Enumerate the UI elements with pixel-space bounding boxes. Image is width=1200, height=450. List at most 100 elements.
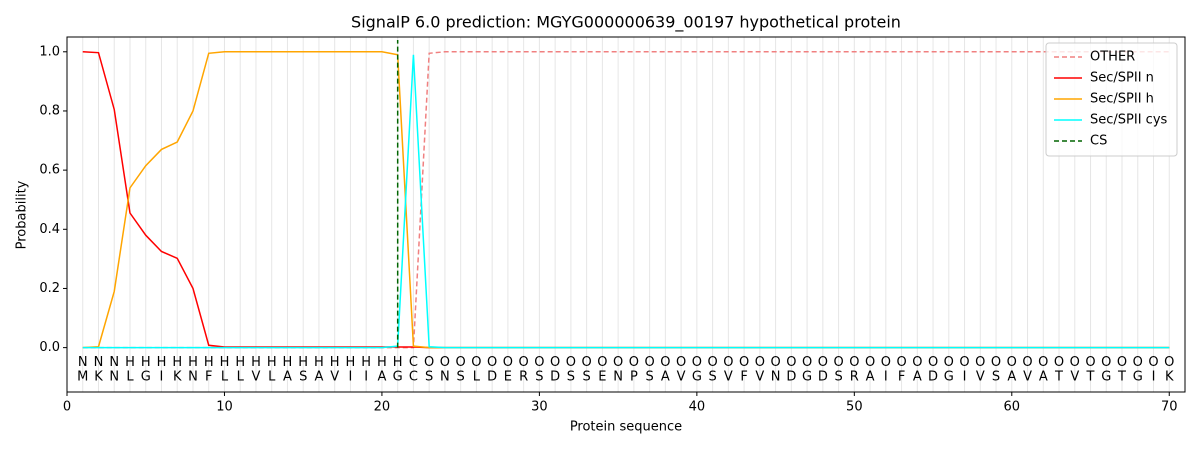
legend-label: OTHER	[1090, 50, 1135, 65]
residue-label: O	[487, 355, 497, 370]
residue-letter: A	[1007, 370, 1016, 385]
residue-label: H	[157, 355, 167, 370]
residue-letter: I	[364, 370, 368, 385]
residue-letter: A	[314, 370, 323, 385]
residue-letter: A	[661, 370, 670, 385]
residue-letter: G	[944, 370, 954, 385]
residue-letter: F	[205, 370, 212, 385]
residue-letter: S	[645, 370, 653, 385]
residue-letter: T	[1054, 370, 1063, 385]
residue-label: O	[944, 355, 954, 370]
residue-label: O	[582, 355, 592, 370]
series-line	[82, 54, 1170, 349]
x-axis-label: Protein sequence	[570, 420, 682, 435]
residue-letter: L	[237, 370, 245, 385]
residue-letter: V	[724, 370, 733, 385]
residue-label: O	[534, 355, 544, 370]
residue-letter: G	[1133, 370, 1143, 385]
residue-letter: K	[173, 370, 182, 385]
residue-label: O	[471, 355, 481, 370]
residue-label: O	[707, 355, 717, 370]
residue-letter: K	[94, 370, 103, 385]
residue-label: O	[1007, 355, 1017, 370]
residue-letter: K	[1165, 370, 1174, 385]
x-tick-label: 70	[1161, 400, 1178, 415]
residue-label: O	[519, 355, 529, 370]
y-tick-label: 0.2	[39, 281, 60, 296]
residue-letter: S	[299, 370, 307, 385]
residue-label: O	[566, 355, 576, 370]
residue-label: O	[881, 355, 891, 370]
residue-letter: A	[377, 370, 386, 385]
residue-letter: D	[818, 370, 828, 385]
residue-label: H	[283, 355, 293, 370]
residue-label: N	[94, 355, 104, 370]
residue-letter: L	[473, 370, 481, 385]
residue-letter: N	[613, 370, 623, 385]
residue-letter: D	[550, 370, 560, 385]
residue-label: O	[1133, 355, 1143, 370]
residue-label: O	[692, 355, 702, 370]
residue-label: H	[314, 355, 324, 370]
residue-letter: V	[677, 370, 686, 385]
residue-label: O	[629, 355, 639, 370]
residue-letter: G	[1101, 370, 1111, 385]
residue-label: O	[786, 355, 796, 370]
residue-letter: A	[913, 370, 922, 385]
residue-letter: N	[188, 370, 198, 385]
residue-label: O	[1148, 355, 1158, 370]
residue-letter: V	[755, 370, 764, 385]
y-tick-label: 0.8	[39, 103, 60, 118]
residue-label: O	[1022, 355, 1032, 370]
x-tick-label: 50	[846, 400, 863, 415]
residue-letter: D	[786, 370, 796, 385]
residue-label: N	[78, 355, 88, 370]
residue-letter: D	[928, 370, 938, 385]
residue-letter: P	[630, 370, 638, 385]
residue-label: O	[723, 355, 733, 370]
y-axis-label: Probability	[15, 180, 30, 249]
residue-letter: E	[504, 370, 512, 385]
residue-letter: S	[708, 370, 716, 385]
residue-letter: G	[141, 370, 151, 385]
residue-letter: M	[77, 370, 88, 385]
residue-letter: L	[126, 370, 134, 385]
residue-letter: G	[802, 370, 812, 385]
residue-label: O	[755, 355, 765, 370]
residue-label: O	[959, 355, 969, 370]
residue-letter: S	[992, 370, 1000, 385]
residue-label: H	[235, 355, 245, 370]
residue-label: O	[1038, 355, 1048, 370]
residue-letter: N	[771, 370, 781, 385]
residue-label: H	[361, 355, 371, 370]
residue-letter: F	[898, 370, 905, 385]
plot-frame	[66, 36, 1186, 393]
legend-label: Sec/SPII n	[1090, 71, 1154, 86]
residue-label: H	[125, 355, 135, 370]
residue-label: O	[849, 355, 859, 370]
residue-label: O	[1054, 355, 1064, 370]
residue-label: O	[424, 355, 434, 370]
residue-letter: T	[1117, 370, 1126, 385]
residue-letter: I	[963, 370, 967, 385]
residue-letter: V	[1023, 370, 1032, 385]
residue-letter: A	[866, 370, 875, 385]
residue-label: N	[109, 355, 119, 370]
series-line	[82, 51, 1170, 349]
residue-label: H	[172, 355, 182, 370]
residue-label: O	[660, 355, 670, 370]
residue-label: O	[597, 355, 607, 370]
residue-label: O	[991, 355, 1001, 370]
residue-label: H	[298, 355, 308, 370]
chart-title: SignalP 6.0 prediction: MGYG000000639_00…	[351, 13, 901, 33]
residue-label: O	[1101, 355, 1111, 370]
residue-letter: V	[976, 370, 985, 385]
residue-letter: L	[268, 370, 276, 385]
residue-label: O	[550, 355, 560, 370]
residue-letter: A	[1039, 370, 1048, 385]
residue-label: O	[865, 355, 875, 370]
residue-letter: V	[330, 370, 339, 385]
legend-label: CS	[1090, 134, 1107, 149]
residue-letter: S	[535, 370, 543, 385]
